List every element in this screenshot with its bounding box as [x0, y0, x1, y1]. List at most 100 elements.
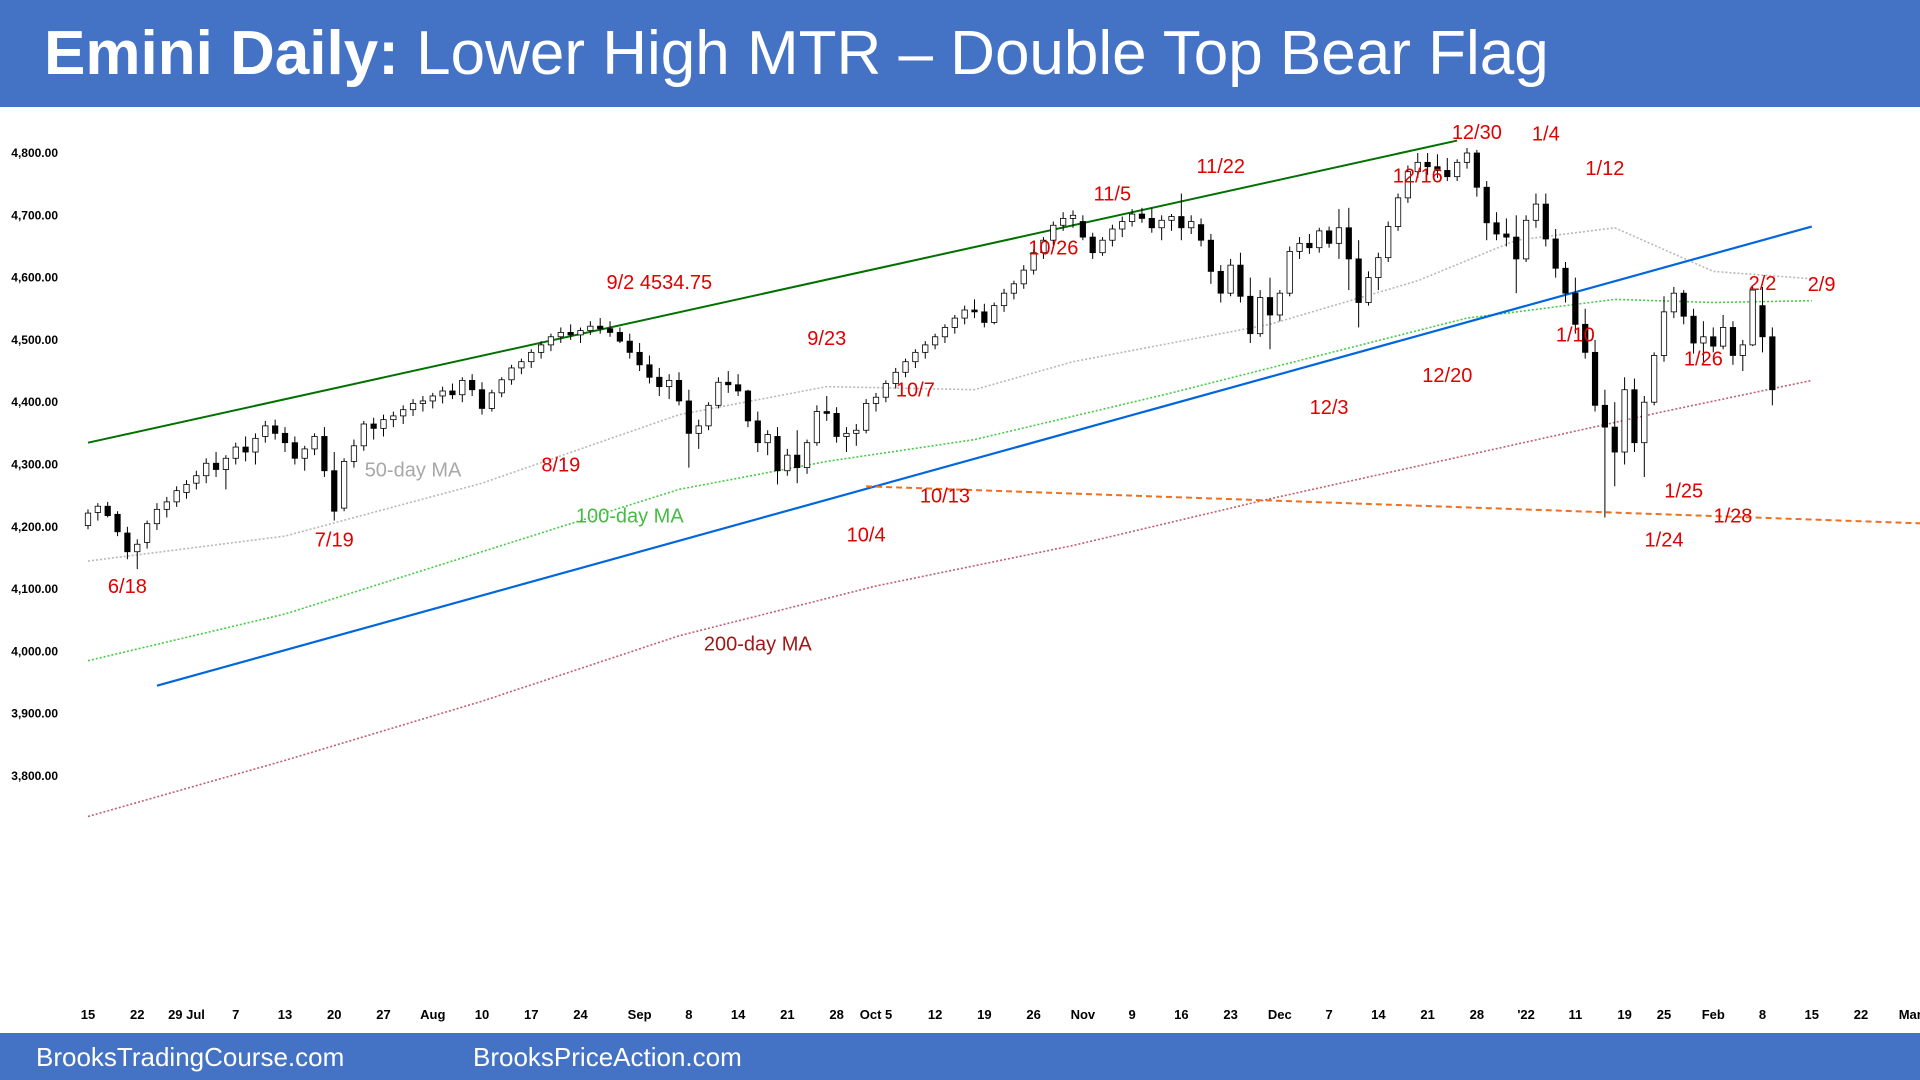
x-tick-label: 22 [1854, 1007, 1868, 1022]
x-tick-label: 29 Jul [168, 1007, 205, 1022]
bear-candle [1759, 305, 1766, 338]
footer-brooks-trading-course[interactable]: BrooksTradingCourse.com [36, 1042, 345, 1072]
bull-candle [1109, 228, 1116, 241]
bear-candle [1207, 239, 1214, 272]
bull-candle [518, 361, 525, 369]
bull-candle [784, 454, 791, 472]
x-tick-label: 8 [685, 1007, 692, 1022]
x-tick-label: 27 [376, 1007, 390, 1022]
x-tick-label: Sep [628, 1007, 652, 1022]
bull-candle [301, 448, 308, 459]
x-tick-label: 7 [232, 1007, 239, 1022]
bear-candle [469, 379, 476, 391]
bear-candle [735, 384, 742, 392]
bull-candle [1463, 152, 1471, 163]
bull-candle [143, 523, 151, 543]
bear-candle [971, 309, 978, 313]
x-tick-label: '22 [1517, 1007, 1535, 1022]
x-tick-label: Mar [1899, 1007, 1920, 1022]
bull-candle [941, 327, 949, 338]
x-tick-label: 28 [829, 1007, 843, 1022]
bull-candle [134, 543, 141, 553]
bull-candle [1129, 213, 1136, 222]
bull-trendline [156, 225, 1813, 687]
bull-candle [94, 505, 101, 513]
date-annotation: 9/2 4534.75 [606, 272, 712, 294]
bear-candle [321, 436, 328, 472]
date-annotation: 12/3 [1310, 397, 1349, 419]
bull-candle [350, 445, 358, 462]
bull-candle [1404, 171, 1411, 199]
date-annotation: 1/25 [1664, 481, 1703, 503]
x-tick-label: 14 [1371, 1007, 1386, 1022]
bull-candle [764, 434, 771, 444]
bull-candle [203, 462, 210, 477]
bear-candle [1217, 270, 1224, 294]
bull-candle [439, 390, 446, 397]
x-tick-label: Dec [1268, 1007, 1292, 1022]
chart-title-bold: Emini Daily: [44, 19, 399, 88]
bull-candle [153, 508, 161, 525]
bear-candle [1493, 222, 1500, 235]
bull-candle [1040, 239, 1047, 254]
bull-candle [1700, 336, 1707, 344]
x-tick-label: 20 [327, 1007, 341, 1022]
footer-brooks-price-action[interactable]: BrooksPriceAction.com [473, 1042, 742, 1072]
bull-candle [1375, 257, 1382, 279]
bull-candle [222, 457, 229, 470]
x-tick-label: 21 [780, 1007, 794, 1022]
bull-candle [1670, 292, 1677, 313]
bull-candle [951, 317, 958, 328]
bull-candle [1276, 292, 1283, 316]
date-annotation: 10/7 [896, 380, 935, 402]
bull-candle [1335, 227, 1343, 244]
bull-candle [577, 330, 584, 336]
date-annotation: 12/16 [1393, 165, 1443, 187]
bull-candle [547, 336, 555, 346]
bear-candle [1237, 264, 1244, 297]
bull-candle [183, 484, 190, 493]
date-annotation: 12/20 [1422, 365, 1472, 387]
bear-candle [754, 420, 761, 444]
bear-candle [1197, 224, 1205, 241]
bull-candle [419, 400, 427, 404]
date-annotation: 10/4 [847, 524, 886, 546]
bear-candle [597, 325, 604, 330]
bear-candle [823, 411, 830, 414]
x-tick-label: 25 [1657, 1007, 1671, 1022]
bear-candle [744, 390, 752, 422]
bull-candle [488, 392, 495, 409]
bull-candle [853, 429, 860, 434]
x-tick-label: 24 [573, 1007, 588, 1022]
bull-candle [84, 512, 92, 526]
x-tick-label: 28 [1470, 1007, 1484, 1022]
bull-candle [922, 344, 929, 353]
date-annotation: 6/18 [108, 576, 147, 598]
bear-candle [1345, 227, 1352, 260]
bear-candle [626, 340, 633, 353]
bull-candle [429, 395, 436, 402]
bear-candle [1138, 213, 1146, 219]
bear-candle [1690, 315, 1697, 344]
bear-candle [774, 436, 781, 472]
bear-candle [567, 332, 574, 336]
bear-candle [1513, 236, 1520, 260]
date-annotation: 1/24 [1645, 529, 1684, 551]
bull-candle [1069, 214, 1077, 219]
bear-candle [636, 351, 643, 366]
bull-candle [1257, 297, 1264, 335]
bull-candle [1296, 242, 1303, 252]
bull-candle [813, 411, 821, 444]
bear-candle [1562, 267, 1569, 294]
bear-candle [981, 311, 988, 323]
bull-candle [1099, 239, 1106, 254]
date-annotation: 8/19 [541, 455, 580, 477]
bull-candle [695, 425, 702, 434]
date-annotation: 10/26 [1028, 238, 1078, 260]
bear-candle [272, 425, 279, 434]
bull-candle [498, 379, 505, 394]
bull-candle [1316, 230, 1323, 249]
bull-candle [932, 336, 939, 346]
bear-candle [675, 379, 683, 402]
bear-candle [725, 381, 732, 386]
